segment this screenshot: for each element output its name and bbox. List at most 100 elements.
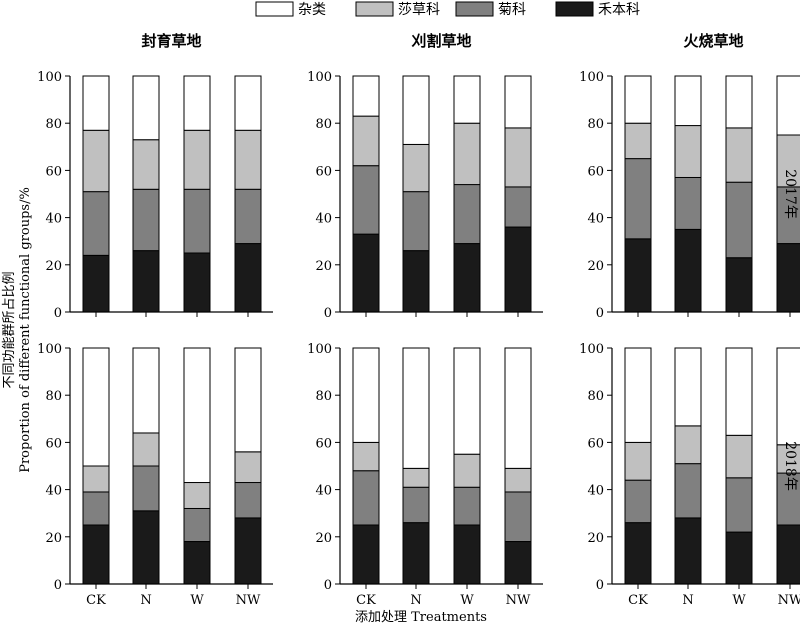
bar-segment <box>453 347 481 455</box>
y-tick-label: 60 <box>587 164 604 179</box>
bar-segment <box>352 524 380 585</box>
bar-segment <box>352 470 380 526</box>
y-tick-label: 80 <box>587 389 604 404</box>
bar-segment <box>504 226 532 313</box>
x-axis-title: 添加处理 Treatments <box>355 610 487 625</box>
bar-segment <box>234 517 262 585</box>
y-tick-label: 0 <box>54 306 62 321</box>
y-tick-label: 60 <box>315 164 332 179</box>
y-tick-label: 40 <box>315 484 332 499</box>
bar-segment <box>183 75 211 131</box>
legend-label: 禾本科 <box>598 2 640 18</box>
bar-segment <box>725 75 753 129</box>
bar-segment <box>82 75 110 131</box>
y-tick-label: 100 <box>307 342 332 357</box>
stacked-bar <box>234 75 262 313</box>
y-tick-label: 40 <box>315 212 332 227</box>
stacked-bar <box>624 347 652 585</box>
column-title: 刈割草地 <box>411 32 471 50</box>
stacked-bar <box>504 347 532 585</box>
stacked-bar <box>725 75 753 313</box>
y-tick-label: 60 <box>45 436 62 451</box>
column-title: 封育草地 <box>141 32 201 50</box>
stacked-bar <box>234 347 262 585</box>
bar-segment <box>234 129 262 190</box>
bar-segment <box>453 122 481 186</box>
bar-segment <box>352 165 380 235</box>
x-tick-label: W <box>190 593 204 608</box>
bar-segment <box>504 491 532 543</box>
x-tick-label: CK <box>86 593 106 608</box>
bar-segment <box>183 482 211 509</box>
bar-segment <box>234 75 262 131</box>
x-tick-label: N <box>682 593 693 608</box>
stacked-bar <box>453 75 481 313</box>
bar-segment <box>183 129 211 190</box>
stacked-bar <box>82 347 110 585</box>
bar-segment <box>453 75 481 124</box>
y-tick-label: 20 <box>45 259 62 274</box>
bar-segment <box>674 517 702 585</box>
bar-segment <box>234 482 262 519</box>
y-tick-label: 60 <box>587 436 604 451</box>
y-axis-title-en: Proportion of different functional group… <box>18 187 33 473</box>
y-tick-label: 0 <box>324 306 332 321</box>
row-labels: 2017年 2018年 <box>782 169 798 491</box>
bar-segment <box>132 139 160 190</box>
bar-segment <box>624 347 652 443</box>
y-tick-label: 80 <box>587 117 604 132</box>
y-tick-label: 0 <box>596 306 604 321</box>
bar-segment <box>624 238 652 313</box>
y-tick-label: 20 <box>587 531 604 546</box>
panel: 0 20 40 60 80 100 <box>579 70 800 321</box>
bar-segment <box>674 425 702 465</box>
bar-segment <box>725 127 753 183</box>
bar-segment <box>183 188 211 254</box>
y-tick-label: 20 <box>315 531 332 546</box>
bar-segment <box>132 432 160 467</box>
stacked-bar <box>402 347 430 585</box>
bar-segment <box>504 541 532 585</box>
bar-segment <box>725 181 753 259</box>
y-tick-label: 0 <box>596 578 604 593</box>
bar-segment <box>504 467 532 493</box>
stacked-bar <box>183 75 211 313</box>
bar-segment <box>776 75 800 136</box>
y-tick-label: 100 <box>307 70 332 85</box>
stacked-bar <box>776 75 800 313</box>
y-tick-label: 80 <box>45 117 62 132</box>
stacked-bar <box>725 347 753 585</box>
legend-item: 杂类 <box>255 1 326 18</box>
bar-segment <box>402 191 430 252</box>
bar-segment <box>624 158 652 240</box>
legend-swatch <box>455 1 494 17</box>
bar-segment <box>234 188 262 245</box>
bar-segment <box>82 254 110 313</box>
legend-item: 莎草科 <box>355 1 440 18</box>
bar-segment <box>504 127 532 188</box>
bar-segment <box>453 243 481 313</box>
bar-segment <box>453 524 481 585</box>
legend: 杂类 莎草科 菊科 禾本科 <box>255 1 640 18</box>
column-titles: 封育草地 刈割草地 火烧草地 <box>141 32 743 50</box>
y-tick-label: 80 <box>315 389 332 404</box>
y-tick-label: 100 <box>579 70 604 85</box>
x-tick-label: W <box>732 593 746 608</box>
bar-segment <box>624 479 652 524</box>
bar-segment <box>352 115 380 167</box>
stacked-bar <box>624 75 652 313</box>
row-label: 2018年 <box>782 441 798 491</box>
stacked-bar <box>132 347 160 585</box>
y-tick-label: 40 <box>45 212 62 227</box>
bar-segment <box>402 347 430 469</box>
bar-segment <box>132 75 160 141</box>
legend-label: 莎草科 <box>398 2 440 18</box>
y-tick-label: 40 <box>587 212 604 227</box>
y-tick-label: 20 <box>45 531 62 546</box>
bar-segment <box>82 465 110 493</box>
bar-segment <box>132 188 160 252</box>
stacked-bar <box>183 347 211 585</box>
